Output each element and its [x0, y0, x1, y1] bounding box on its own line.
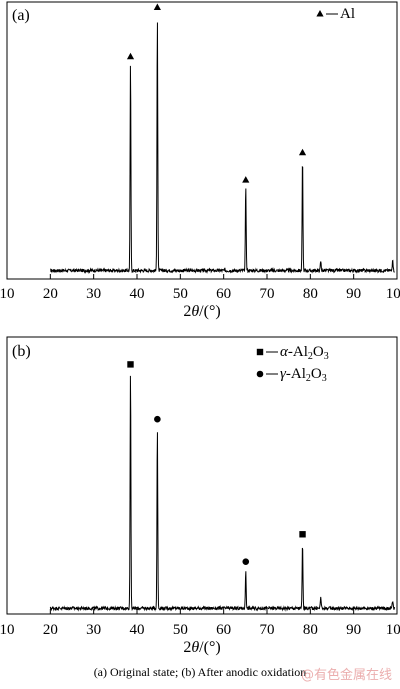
peak-marker-triangle	[153, 3, 161, 10]
legend-entry-text: α-Al2O3	[280, 344, 329, 362]
legend-entry-text: γ-Al2O3	[280, 366, 327, 384]
x-tick-label: 60	[216, 286, 231, 302]
peak-marker-square	[299, 531, 306, 538]
xrd-series-line	[49, 375, 396, 612]
x-tick-label: 30	[86, 622, 101, 638]
watermark: @有色金属在线	[300, 668, 392, 683]
x-tick-label: 70	[260, 622, 275, 638]
panel-a-frame	[6, 1, 398, 280]
peak-marker-square	[127, 361, 134, 368]
peak-marker-circle	[242, 558, 250, 565]
panel-b-label: (b)	[12, 343, 31, 360]
legend-marker-triangle	[316, 10, 324, 17]
x-tick-label: 40	[130, 622, 145, 638]
legend-marker-circle	[256, 370, 264, 378]
panel-a: (a) Al 10 20 30 40 50 60 70 80 90 100 2θ/(°)	[0, 1, 400, 320]
figure-caption: (a) Original state; (b) After anodic oxi…	[93, 665, 307, 679]
x-tick-label: 100	[386, 622, 400, 638]
x-tick-label: 40	[130, 286, 145, 302]
x-tick-label: 80	[303, 286, 318, 302]
panel-b-plot	[49, 361, 396, 612]
panel-a-label: (a)	[12, 7, 30, 24]
x-tick-label: 10	[0, 286, 15, 302]
panel-a-plot	[50, 3, 395, 274]
panel-a-legend: Al	[316, 6, 355, 22]
x-tick-label: 90	[346, 622, 361, 638]
x-tick-label: 90	[346, 286, 361, 302]
peak-marker-triangle	[126, 52, 135, 60]
x-tick-label: 20	[43, 622, 58, 638]
panel-b-x-axis-title: 2θ/(°)	[183, 639, 220, 656]
x-tick-label: 10	[0, 622, 15, 638]
panel-a-tick-labels: 10 20 30 40 50 60 70 80 90 100	[0, 274, 400, 302]
x-tick-label: 20	[43, 286, 58, 302]
x-tick-label: 50	[173, 286, 188, 302]
legend-entry-text: Al	[340, 6, 355, 22]
panel-b-tick-labels: 10 20 30 40 50 60 70 80 90 100	[0, 609, 400, 638]
legend-marker-square	[256, 348, 264, 356]
x-tick-label: 30	[86, 286, 101, 302]
x-tick-label: 70	[260, 286, 275, 302]
x-tick-label: 60	[216, 622, 231, 638]
peak-marker-circle	[154, 415, 161, 423]
peak-marker-triangle	[242, 176, 250, 183]
panel-b: (b) α-Al2O3 γ-Al2O3 10 20 30 40 50 60 70 80 90 100…	[0, 336, 400, 656]
panel-b-frame	[6, 336, 398, 615]
peak-marker-triangle	[298, 148, 307, 156]
x-tick-label: 50	[173, 622, 188, 638]
panel-a-x-axis-title: 2θ/(°)	[183, 303, 220, 320]
x-tick-label: 100	[386, 286, 400, 302]
panel-b-legend: α-Al2O3 γ-Al2O3	[256, 344, 329, 384]
xrd-series-line	[50, 22, 395, 274]
x-tick-label: 80	[303, 622, 318, 638]
